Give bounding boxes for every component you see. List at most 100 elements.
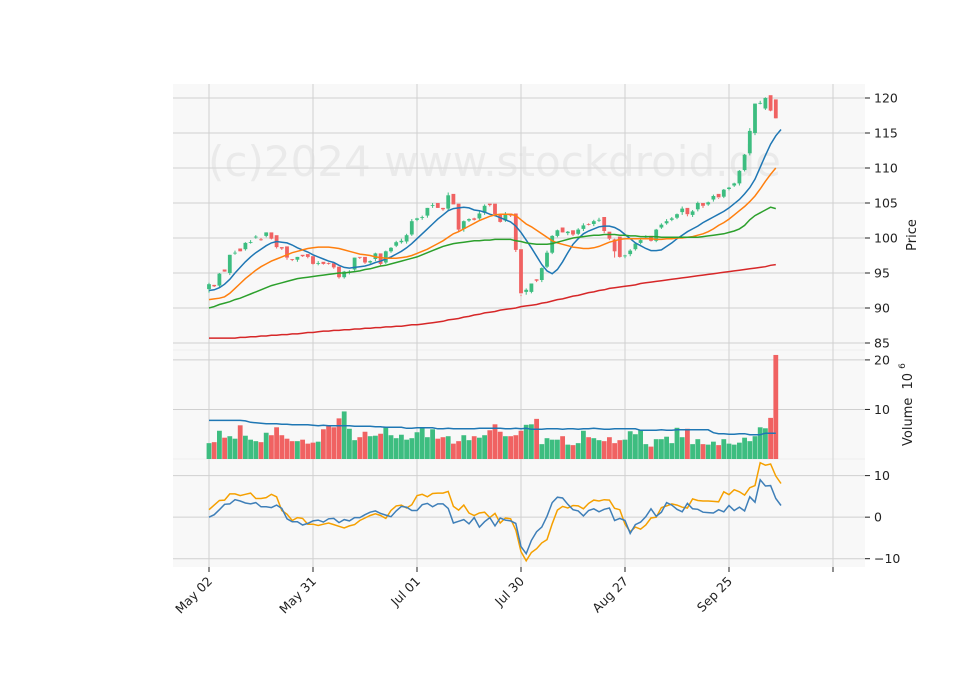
volume-bar — [341, 411, 347, 459]
volume-bar — [622, 439, 628, 459]
candle-body — [233, 252, 237, 254]
candle-body — [446, 195, 451, 209]
candle-body — [586, 224, 591, 225]
volume-bar — [518, 430, 524, 459]
volume-bar — [425, 437, 430, 459]
volume-bar — [284, 438, 290, 459]
candle-body — [415, 218, 419, 220]
candle-body — [669, 218, 674, 220]
candle-body — [383, 251, 388, 263]
volume-axis-exponent-base: 10 — [901, 373, 916, 390]
candle-body — [633, 243, 638, 250]
candle-body — [222, 269, 227, 272]
candle-body — [690, 211, 695, 215]
volume-bar — [430, 429, 435, 459]
candle-body — [638, 240, 643, 243]
candle-body — [305, 254, 310, 257]
volume-bar — [326, 425, 331, 459]
volume-bar — [742, 437, 747, 459]
volume-bar — [435, 438, 441, 459]
candle-body — [493, 203, 497, 215]
candle-body — [597, 219, 601, 221]
candle-body — [311, 256, 315, 264]
candle-body — [207, 284, 211, 290]
volume-axis-exponent-power: 6 — [898, 363, 908, 369]
volume-bar — [575, 443, 581, 459]
volume-bar — [679, 437, 685, 459]
candle-body — [680, 208, 685, 213]
candle-body — [435, 203, 440, 208]
candle-body — [555, 230, 560, 236]
volume-bar — [232, 438, 238, 459]
volume-bar — [393, 438, 399, 459]
volume-bar — [685, 428, 690, 459]
candle-body — [300, 254, 305, 257]
candle-body — [363, 256, 367, 263]
volume-bar — [451, 443, 456, 459]
y-tick-label: 10 — [874, 468, 890, 483]
candle-body — [758, 102, 763, 104]
volume-bar — [503, 436, 508, 459]
sma-200-line — [209, 263, 776, 339]
candle-body — [581, 225, 586, 229]
volume-bar — [440, 437, 446, 459]
volume-ma-line — [209, 419, 776, 436]
volume-bar — [596, 440, 602, 459]
candle-body — [545, 252, 549, 267]
volume-bar — [549, 439, 555, 459]
volume-bar — [258, 442, 264, 459]
candle-body — [591, 221, 596, 224]
volume-bar — [383, 426, 389, 459]
candle-body — [368, 261, 373, 263]
candle-body — [482, 205, 487, 213]
svg-text:Volume 10 6: Volume 10 6 — [898, 363, 916, 446]
candle-body — [378, 253, 383, 264]
volume-bar — [419, 427, 425, 459]
volume-axis-title: Volume — [901, 398, 916, 446]
candle-body — [321, 261, 326, 264]
y-tick-label: 10 — [874, 402, 890, 417]
volume-bar — [737, 442, 742, 459]
volume-bar — [305, 443, 311, 459]
volume-bar — [222, 437, 227, 459]
volume-bar — [295, 441, 300, 459]
candle-body — [742, 154, 747, 171]
candle-body — [441, 207, 445, 210]
candle-body — [727, 187, 731, 189]
volume-bar — [586, 437, 591, 459]
candle-body — [331, 263, 336, 268]
candle-body — [654, 229, 659, 241]
candle-body — [753, 103, 757, 133]
candle-body — [290, 259, 295, 260]
y-tick-label: 115 — [874, 126, 898, 141]
watermark: (c)2024 www.stockdroid.de — [208, 137, 781, 186]
volume-bar — [669, 443, 675, 459]
y-tick-label: 100 — [874, 231, 898, 246]
candle-body — [461, 221, 466, 229]
candle-body — [675, 214, 679, 218]
volume-bar — [414, 432, 420, 459]
candle-body — [539, 268, 544, 280]
candle-body — [763, 98, 768, 109]
volume-bar — [492, 424, 498, 459]
candle-body — [430, 205, 435, 206]
volume-bar — [217, 430, 222, 459]
volume-bar — [560, 436, 565, 459]
candle-body — [706, 202, 711, 205]
panel-background-price — [173, 84, 865, 350]
volume-bar — [763, 428, 768, 459]
volume-bar — [523, 424, 529, 459]
candle-body — [711, 196, 716, 200]
candle-body — [227, 254, 232, 273]
candle-body — [295, 256, 300, 260]
y-tick-label: 85 — [874, 336, 890, 351]
candle-body — [389, 247, 393, 252]
volume-bar — [700, 444, 706, 459]
candle-body — [659, 224, 664, 228]
candle-body — [524, 289, 529, 292]
volume-bar — [591, 438, 597, 459]
volume-bar — [731, 444, 737, 459]
volume-bar — [269, 435, 274, 459]
candle-body — [701, 203, 705, 206]
volume-bar — [243, 435, 248, 459]
